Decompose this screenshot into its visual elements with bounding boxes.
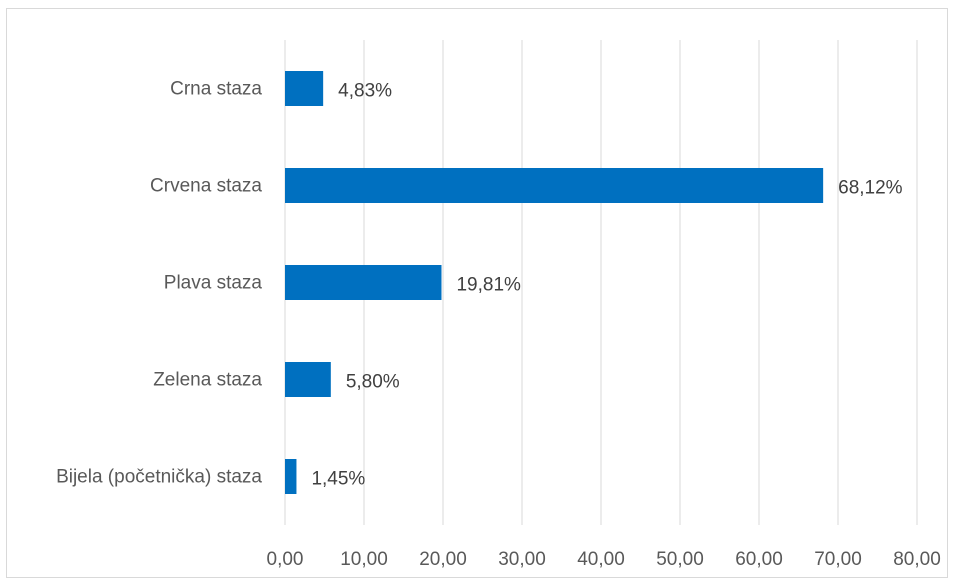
data-label: 5,80%: [346, 372, 400, 393]
category-label: Bijela (početnička) staza: [56, 467, 262, 488]
data-labels: 4,83% 68,12% 19,81% 5,80% 1,45%: [311, 81, 902, 490]
category-label: Zelena staza: [153, 370, 262, 391]
x-tick-label: 70,00: [814, 549, 862, 570]
category-label: Plava staza: [164, 273, 263, 294]
x-tick-label: 10,00: [340, 549, 388, 570]
category-labels: Crna staza Crvena staza Plava staza Zelena …: [56, 79, 262, 488]
x-tick-label: 50,00: [656, 549, 704, 570]
bar: [285, 459, 297, 494]
category-label: Crvena staza: [150, 176, 262, 197]
data-label: 19,81%: [456, 275, 521, 296]
bar: [285, 168, 824, 203]
x-tick-label: 40,00: [577, 549, 625, 570]
chart-frame: [6, 8, 948, 578]
data-label: 68,12%: [838, 178, 903, 199]
data-label: 1,45%: [311, 469, 365, 490]
x-axis-tick-labels: 0,00 10,00 20,00 30,00 40,00 50,00 60,00 70,00 8…: [267, 549, 941, 570]
bar: [285, 71, 324, 106]
bar: [285, 265, 442, 300]
grid-lines: [284, 40, 918, 525]
x-tick-label: 80,00: [893, 549, 941, 570]
x-tick-label: 60,00: [735, 549, 783, 570]
data-label: 4,83%: [338, 81, 392, 102]
category-label: Crna staza: [170, 79, 262, 100]
x-tick-label: 0,00: [267, 549, 304, 570]
x-tick-label: 20,00: [419, 549, 467, 570]
bar: [285, 362, 331, 397]
bars: [285, 71, 824, 494]
x-tick-label: 30,00: [498, 549, 546, 570]
